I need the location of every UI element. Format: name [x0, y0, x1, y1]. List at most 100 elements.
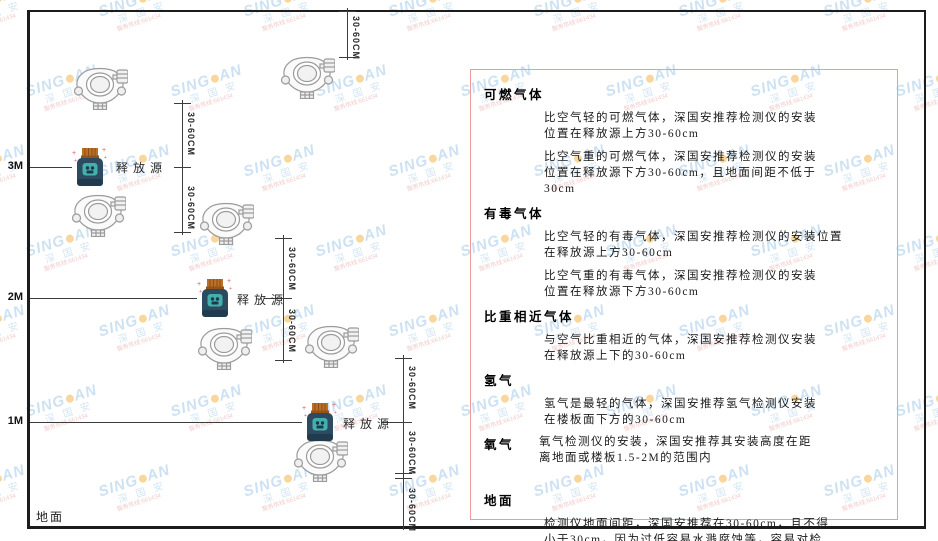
brand-watermark-cn: 深 国 安	[116, 320, 168, 347]
brand-watermark-cn: 深 国 安	[333, 80, 385, 107]
dimension-tick	[395, 473, 412, 474]
level-line	[30, 167, 72, 168]
brand-watermark-cn: 深 国 安	[406, 0, 458, 27]
gas-detector-icon	[303, 324, 360, 373]
svg-text:+: +	[229, 286, 232, 292]
section-heading: 比重相近气体	[484, 310, 575, 324]
brand-watermark-cn: 深 国 安	[116, 0, 168, 27]
section-paragraph-line: 比空气重的可燃气体，深国安推荐检测仪的安装	[544, 151, 817, 163]
brand-watermark-cn: 深 国 安	[333, 240, 385, 267]
brand-dot-icon	[427, 473, 438, 484]
ground-label: 地面	[36, 510, 65, 524]
brand-dot-icon	[209, 393, 220, 404]
brand-dot-icon	[934, 73, 938, 84]
left-wall-line	[27, 10, 30, 529]
section-heading: 有毒气体	[484, 207, 545, 221]
panel-section: 有毒气体比空气轻的有毒气体，深国安推荐检测仪的安装位置 在释放源上方30-60cm…	[484, 203, 883, 300]
svg-text:+: +	[334, 410, 337, 416]
dimension-line	[283, 235, 284, 363]
brand-watermark-cn: 深 国 安	[261, 0, 313, 27]
section-paragraph: 比空气重的有毒气体，深国安推荐检测仪的安装 位置在释放源下方30-60cm	[544, 268, 883, 300]
brand-dot-icon	[862, 0, 873, 4]
section-heading: 氢气	[484, 374, 515, 388]
brand-dot-icon	[64, 393, 75, 404]
section-paragraph-line: 在释放源上方30-60cm	[544, 247, 674, 259]
brand-dot-icon	[137, 0, 148, 4]
section-paragraph-line: 位置在释放源下方30-60cm	[544, 286, 700, 298]
dimension-tick	[275, 298, 292, 299]
dimension-tick	[174, 103, 191, 104]
brand-watermark-code: 服务热线:661434	[333, 93, 379, 113]
brand-watermark-code: 服务热线:661434	[116, 333, 162, 353]
release-source-icon: + + + +	[72, 146, 108, 193]
axis-label-1m: 1M	[7, 415, 23, 427]
dimension-tick	[395, 422, 412, 423]
svg-text:+: +	[74, 158, 77, 164]
brand-watermark-cn: 深 国 安	[551, 0, 603, 27]
brand-dot-icon	[209, 73, 220, 84]
brand-dot-icon	[0, 473, 3, 484]
section-paragraph-line: 位置在释放源下方30-60cm，且地面间距不低于	[544, 167, 817, 179]
brand-watermark-code: 服务热线:661434	[261, 173, 307, 193]
level-line	[30, 422, 302, 423]
dimension-label: 30-60CM	[407, 431, 417, 476]
axis-label-2m: 2M	[7, 291, 23, 303]
section-paragraph: 检测仪地面间距，深国安推荐在30-60cm，且不得 小于30cm，因为过低容易水溅…	[544, 516, 883, 541]
brand-watermark-code: 服务热线:661434	[333, 253, 379, 273]
guidelines-panel: 可燃气体 比空气轻的可燃气体，深国安推荐检测仪的安装 位置在释放源上方30-60cm…	[470, 69, 898, 541]
brand-dot-icon	[717, 0, 728, 4]
panel-section: 可燃气体 比空气轻的可燃气体，深国安推荐检测仪的安装 位置在释放源上方30-60cm…	[484, 84, 883, 197]
release-source-label: 释放源	[237, 293, 289, 307]
section-heading: 地面	[484, 494, 515, 508]
panel-section: 氧气 氧气检测仪的安装，深国安推荐其安装高度在距 离地面或楼板1.5-2M的范围内	[484, 434, 883, 466]
brand-dot-icon	[354, 73, 365, 84]
svg-text:+: +	[332, 402, 336, 409]
release-source-icon: + + + +	[302, 401, 338, 448]
brand-watermark-code: 服务热线:661434	[406, 173, 452, 193]
svg-text:+: +	[102, 147, 106, 154]
brand-dot-icon	[354, 233, 365, 244]
section-paragraph: 比空气轻的有毒气体，深国安推荐检测仪的安装位置 在释放源上方30-60cm	[544, 229, 883, 261]
brand-watermark-cn: 深 国 安	[406, 320, 458, 347]
gas-detector-icon	[292, 438, 349, 487]
brand-watermark-cn: 深 国 安	[841, 0, 893, 27]
brand-dot-icon	[934, 233, 938, 244]
section-paragraph: 氢气是最轻的气体，深国安推荐氢气检测仪安装 在楼板面下方的30-60cm	[544, 396, 883, 428]
brand-watermark-code: 服务热线:661434	[188, 93, 234, 113]
dimension-tick	[339, 57, 356, 58]
svg-text:+: +	[72, 150, 76, 157]
section-paragraph: 比空气重的可燃气体，深国安推荐检测仪的安装 位置在释放源下方30-60cm，且地面…	[544, 149, 883, 197]
dimension-label: 30-60CM	[287, 247, 297, 292]
section-paragraph-line: 小于30cm，因为过低容易水溅腐蚀等，容易对检	[544, 534, 823, 541]
svg-text:+: +	[302, 405, 306, 412]
brand-watermark-code: 服务热线:661434	[406, 333, 452, 353]
gas-detector-icon	[279, 55, 336, 104]
brand-dot-icon	[572, 0, 583, 4]
brand-dot-icon	[282, 0, 293, 4]
brand-dot-icon	[427, 153, 438, 164]
panel-section: 比重相近气体 与空气比重相近的气体，深国安推荐检测仪安装 在释放源上下的30-60c…	[484, 306, 883, 364]
brand-watermark-code: 服务热线:661434	[188, 253, 234, 273]
brand-dot-icon	[354, 393, 365, 404]
gas-detector-icon	[196, 326, 253, 375]
dimension-tick	[395, 358, 412, 359]
